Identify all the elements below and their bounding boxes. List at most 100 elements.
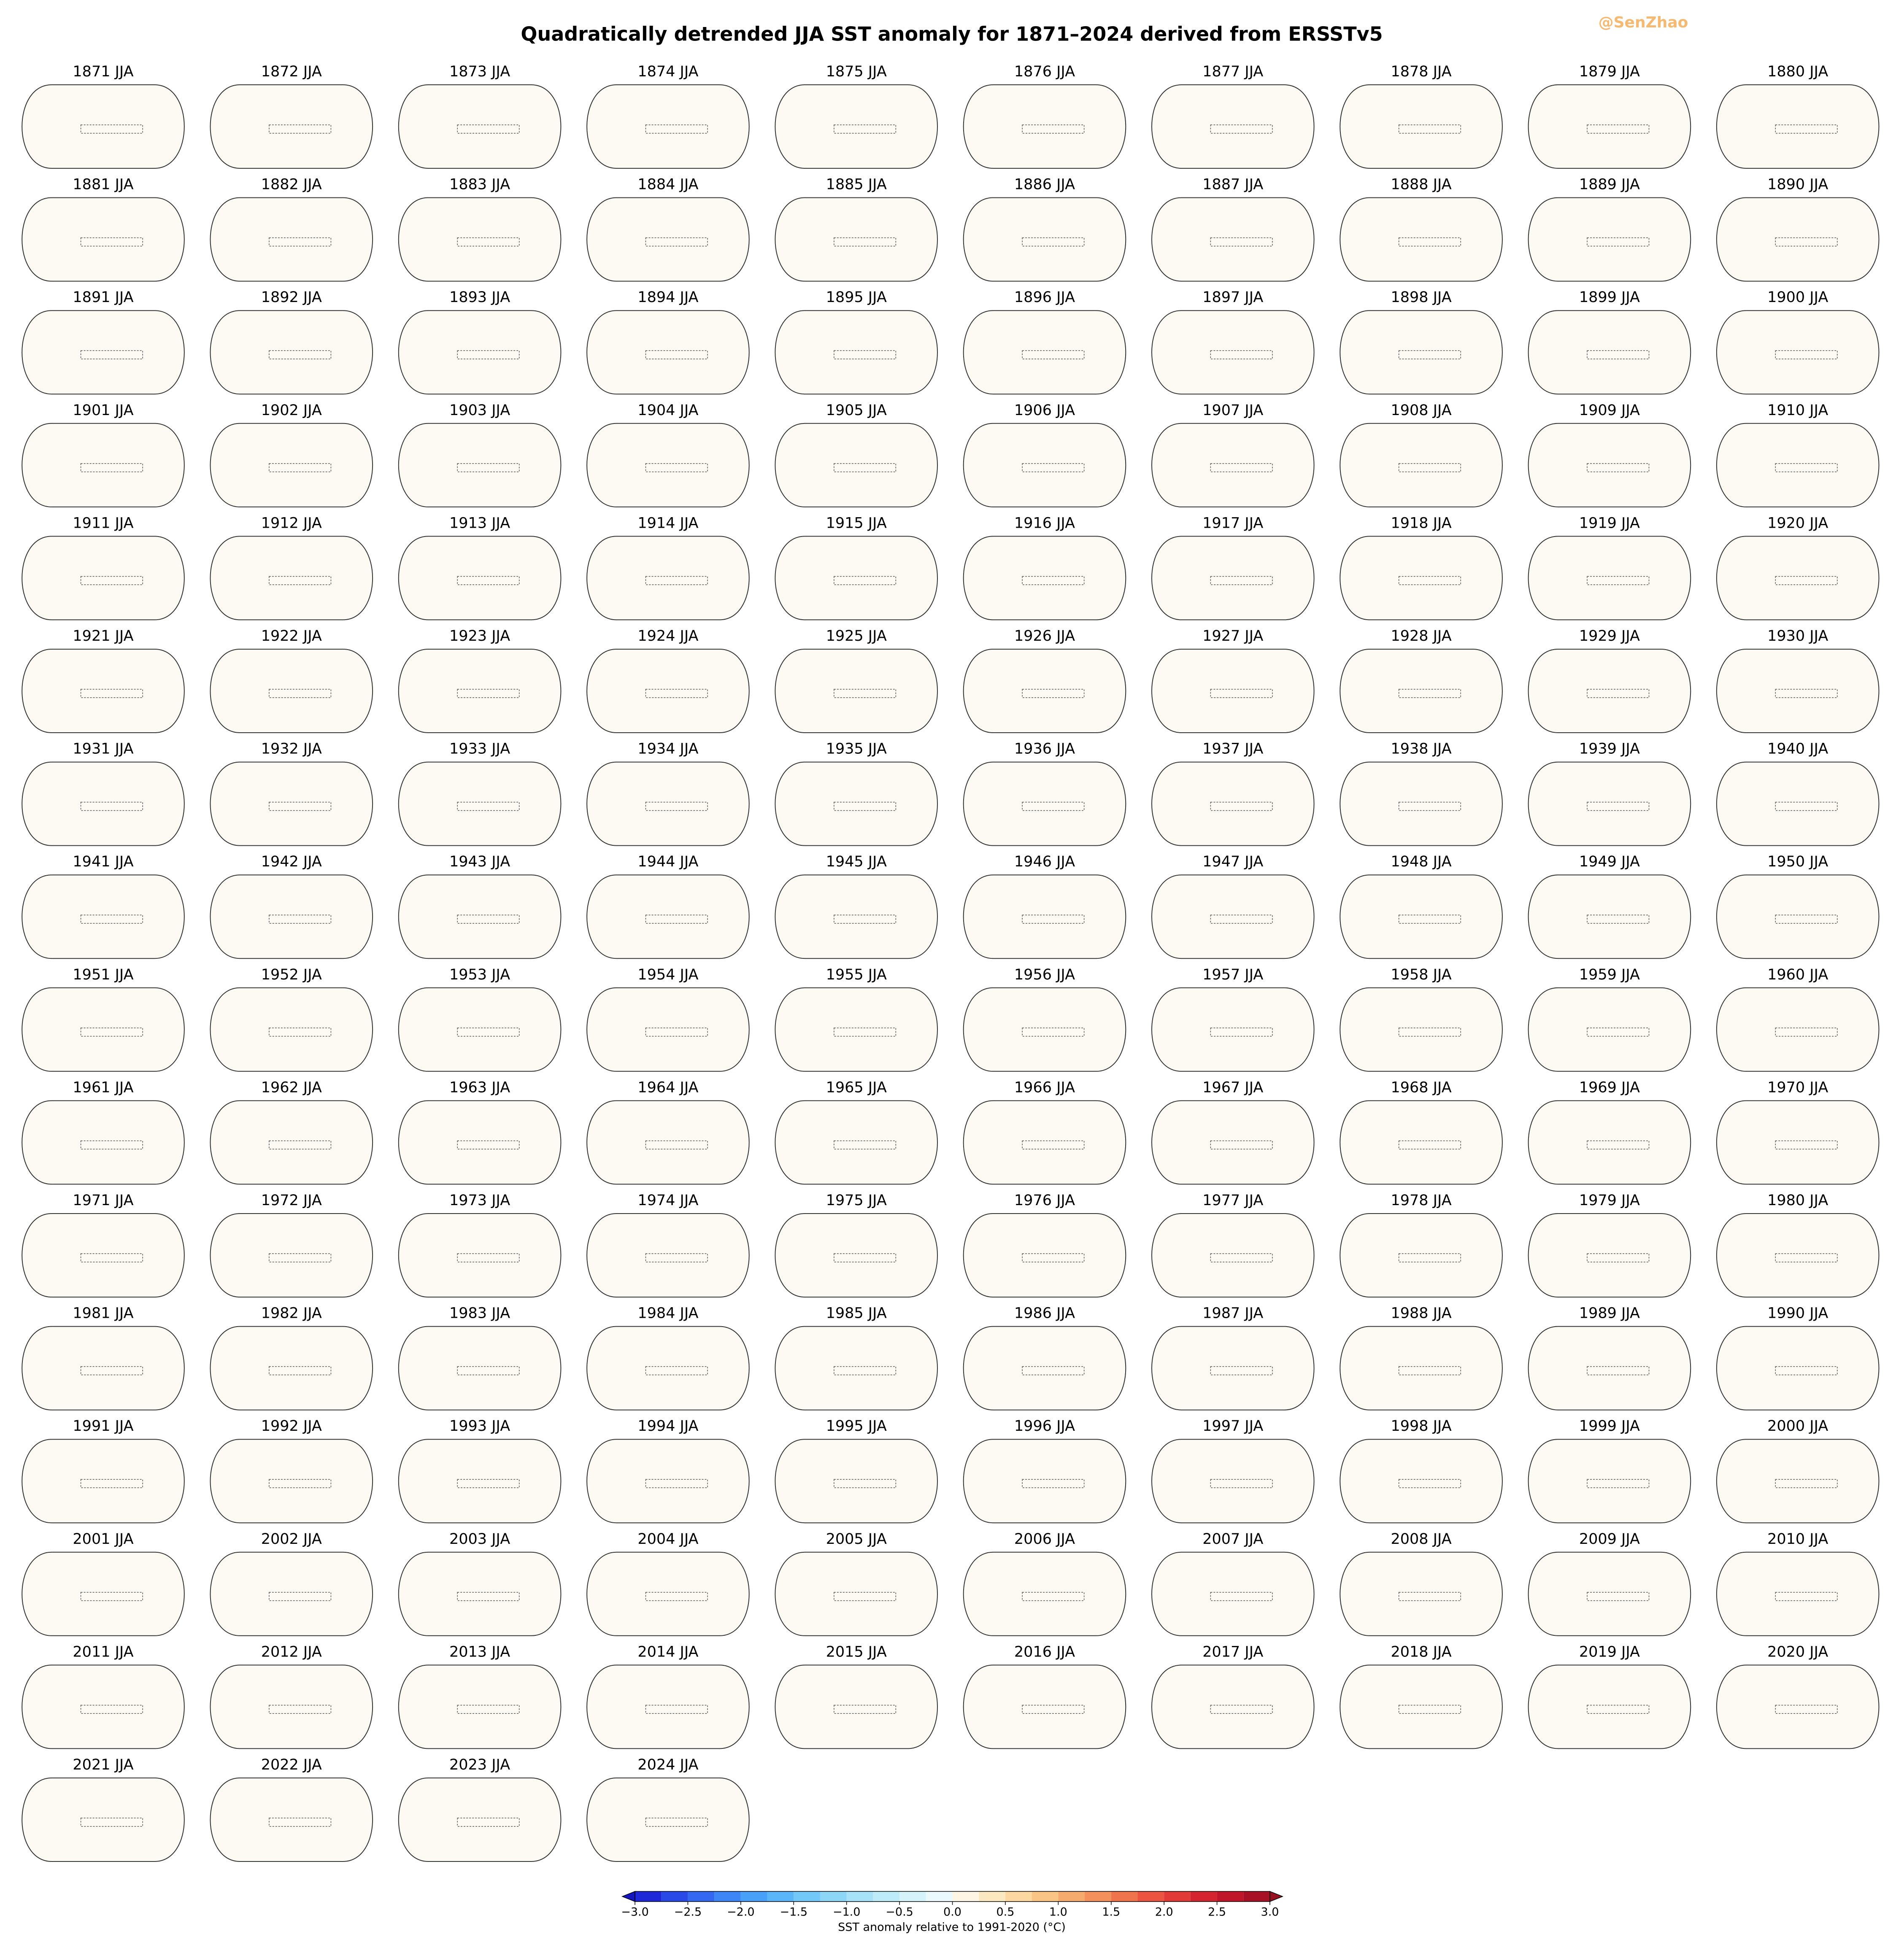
nino-box <box>80 350 143 359</box>
nino-box <box>269 689 332 698</box>
nino-box <box>269 350 332 359</box>
panel-label: 1921 JJA <box>73 628 133 645</box>
nino-box <box>1210 914 1273 924</box>
map-panel: 1902 JJA <box>210 402 373 507</box>
panel-label: 1877 JJA <box>1202 63 1263 80</box>
panel-label: 1898 JJA <box>1391 289 1452 306</box>
map-outline <box>586 874 750 959</box>
map-panel: 1918 JJA <box>1340 515 1503 620</box>
map-panel: 1986 JJA <box>963 1305 1126 1411</box>
map-outline <box>1151 1213 1315 1298</box>
map-panel: 1942 JJA <box>210 853 373 959</box>
map-outline <box>22 987 185 1072</box>
map-outline <box>1151 84 1315 169</box>
map-outline <box>1716 84 1880 169</box>
nino-box <box>1022 801 1085 811</box>
map-panel: 1962 JJA <box>210 1079 373 1185</box>
map-panel: 1876 JJA <box>963 63 1126 169</box>
nino-box <box>457 463 520 472</box>
nino-box <box>834 576 897 585</box>
map-panel: 2021 JJA <box>22 1756 185 1862</box>
nino-box <box>1775 1140 1838 1149</box>
panel-label: 1911 JJA <box>73 515 133 531</box>
panel-label: 1982 JJA <box>261 1305 322 1322</box>
map-outline <box>210 197 373 282</box>
map-outline <box>775 1439 938 1524</box>
map-panel: 1947 JJA <box>1151 853 1315 959</box>
panel-label: 1934 JJA <box>637 741 698 758</box>
map-outline <box>1528 761 1691 846</box>
nino-box <box>1398 914 1461 924</box>
map-panel: 1910 JJA <box>1716 402 1880 507</box>
nino-box <box>1587 350 1650 359</box>
colorbar-tick-label: −3.0 <box>621 1906 649 1919</box>
nino-box <box>1775 350 1838 359</box>
map-panel: 2008 JJA <box>1340 1531 1503 1636</box>
panel-label: 1906 JJA <box>1014 402 1075 419</box>
map-outline <box>210 874 373 959</box>
nino-box <box>80 914 143 924</box>
colorbar-tick-label: 2.5 <box>1208 1906 1226 1919</box>
panel-label: 1881 JJA <box>73 176 133 193</box>
colorbar-tick-label: 1.5 <box>1102 1906 1120 1919</box>
panel-label: 1922 JJA <box>261 628 322 645</box>
panel-label: 1932 JJA <box>261 741 322 758</box>
map-panel: 2012 JJA <box>210 1643 373 1749</box>
map-panel: 1913 JJA <box>398 515 562 620</box>
panel-label: 2018 JJA <box>1391 1643 1452 1660</box>
panel-label: 1917 JJA <box>1202 515 1263 531</box>
panel-label: 2002 JJA <box>261 1531 322 1548</box>
nino-box <box>645 801 708 811</box>
panel-label: 1973 JJA <box>449 1192 510 1209</box>
panel-label: 1872 JJA <box>261 63 322 80</box>
map-outline <box>210 1100 373 1185</box>
map-outline <box>398 761 562 846</box>
panel-label: 1912 JJA <box>261 515 322 531</box>
map-outline <box>398 1100 562 1185</box>
map-panel: 1889 JJA <box>1528 176 1691 282</box>
map-outline <box>398 649 562 733</box>
nino-box <box>269 1140 332 1149</box>
nino-box <box>1210 1028 1273 1037</box>
panel-label: 1902 JJA <box>261 402 322 419</box>
map-panel: 1977 JJA <box>1151 1192 1315 1298</box>
panel-label: 1871 JJA <box>73 63 133 80</box>
panel-label: 1914 JJA <box>637 515 698 531</box>
nino-box <box>1022 1705 1085 1714</box>
map-panel: 1888 JJA <box>1340 176 1503 282</box>
nino-box <box>80 1366 143 1376</box>
map-outline <box>22 1664 185 1749</box>
panel-label: 1968 JJA <box>1391 1079 1452 1096</box>
map-panel: 1995 JJA <box>775 1418 938 1524</box>
panel-label: 1936 JJA <box>1014 741 1075 758</box>
figure-title: Quadratically detrended JJA SST anomaly … <box>521 23 1383 46</box>
nino-box <box>1398 124 1461 134</box>
nino-box <box>645 350 708 359</box>
panel-label: 1927 JJA <box>1202 628 1263 645</box>
map-panel: 1984 JJA <box>586 1305 750 1411</box>
panel-label: 1979 JJA <box>1579 1192 1640 1209</box>
panel-label: 2020 JJA <box>1767 1643 1828 1660</box>
panel-label: 1956 JJA <box>1014 966 1075 983</box>
nino-box <box>645 1592 708 1601</box>
nino-box <box>457 1592 520 1601</box>
nino-box <box>1022 914 1085 924</box>
panel-label: 1952 JJA <box>261 966 322 983</box>
map-panel: 2020 JJA <box>1716 1643 1880 1749</box>
map-panel: 1917 JJA <box>1151 515 1315 620</box>
panel-label: 1966 JJA <box>1014 1079 1075 1096</box>
panel-label: 1890 JJA <box>1767 176 1828 193</box>
nino-box <box>834 237 897 247</box>
map-panel: 1931 JJA <box>22 741 185 846</box>
map-outline <box>1151 1326 1315 1411</box>
panel-label: 1963 JJA <box>449 1079 510 1096</box>
map-outline <box>1528 423 1691 507</box>
panel-label: 1923 JJA <box>449 628 510 645</box>
map-panel: 1944 JJA <box>586 853 750 959</box>
map-panel: 1928 JJA <box>1340 628 1503 733</box>
map-outline <box>1716 197 1880 282</box>
map-panel: 1875 JJA <box>775 63 938 169</box>
map-panel: 1972 JJA <box>210 1192 373 1298</box>
colorbar-bin <box>1243 1891 1270 1902</box>
map-outline <box>398 310 562 395</box>
